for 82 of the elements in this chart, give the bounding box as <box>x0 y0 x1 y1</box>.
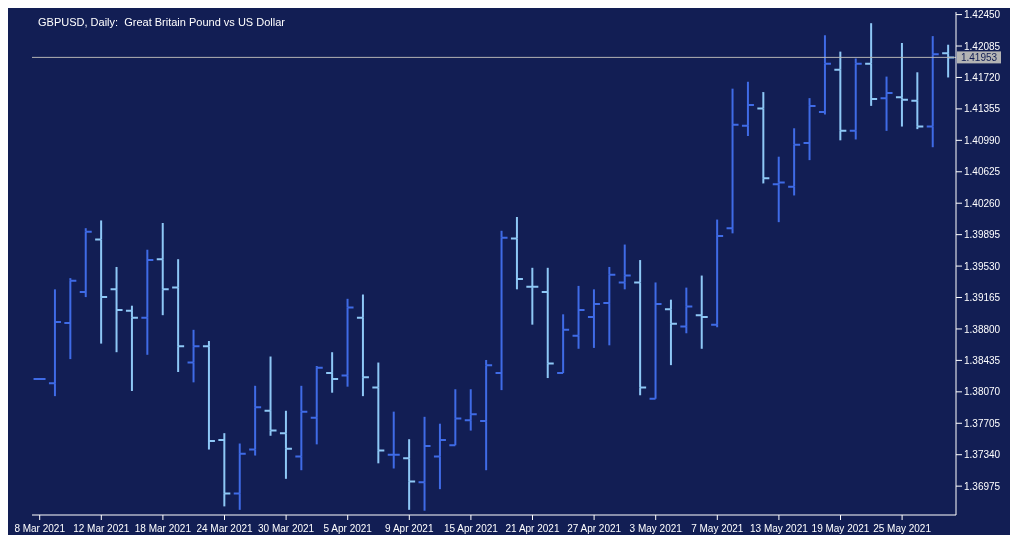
candlestick <box>649 281 662 400</box>
candlestick <box>79 227 92 299</box>
candlestick <box>480 358 493 472</box>
x-tick-label: 30 Mar 2021 <box>258 523 315 534</box>
candlestick <box>110 265 123 354</box>
y-tick-label: 1.38435 <box>964 354 1001 366</box>
candlestick <box>603 265 616 347</box>
candlestick <box>372 361 385 465</box>
x-tick-label: 13 May 2021 <box>749 523 809 534</box>
candlestick <box>172 258 185 374</box>
candlestick <box>865 22 878 107</box>
x-tick-label: 18 Mar 2021 <box>134 523 192 534</box>
y-tick-label: 1.36975 <box>964 480 1001 492</box>
x-tick-label: 27 Apr 2021 <box>567 523 622 534</box>
y-tick-label: 1.38800 <box>964 323 1001 335</box>
x-tick-label: 12 Mar 2021 <box>73 523 130 534</box>
y-tick-label: 1.40625 <box>964 166 1001 178</box>
x-tick-label: 24 Mar 2021 <box>196 523 254 534</box>
candlestick <box>356 293 369 398</box>
x-tick-label: 19 May 2021 <box>811 523 870 534</box>
candlestick <box>33 377 46 380</box>
candlestick <box>788 127 801 197</box>
candlestick <box>264 355 277 437</box>
candlestick <box>48 288 61 398</box>
candlestick <box>141 248 154 356</box>
ref-line-label: 1.41953 <box>960 52 998 64</box>
chart-title: GBPUSD, Daily: Great Britain Pound vs US Dollar <box>38 16 285 28</box>
candlestick <box>757 91 770 185</box>
y-tick-label: 1.41720 <box>964 72 1001 84</box>
candlestick <box>541 266 554 380</box>
x-tick-label: 9 Apr 2021 <box>385 523 434 534</box>
candlestick <box>187 328 200 384</box>
candlestick <box>449 388 462 447</box>
candlestick <box>803 97 816 162</box>
x-tick-label: 25 May 2021 <box>873 523 932 534</box>
candlestick <box>418 415 431 512</box>
candlestick <box>249 384 262 457</box>
candlestick <box>926 35 939 149</box>
y-tick-label: 1.39165 <box>964 292 1001 304</box>
candlestick <box>464 388 477 432</box>
y-tick-label: 1.41355 <box>964 103 1001 115</box>
candlestick <box>310 364 323 446</box>
candlestick <box>495 229 508 392</box>
candlestick <box>695 274 708 350</box>
candlestick <box>849 57 862 141</box>
y-tick-label: 1.39530 <box>964 260 1001 272</box>
candlestick <box>279 409 292 480</box>
candlestick <box>95 219 108 345</box>
candlestick <box>233 442 246 511</box>
candlestick <box>880 75 893 132</box>
candlestick <box>726 87 739 235</box>
x-tick-label: 8 Mar 2021 <box>14 523 66 534</box>
candlestick <box>326 351 339 394</box>
candlestick <box>403 438 416 511</box>
candlestick <box>587 288 600 349</box>
y-tick-label: 1.40260 <box>964 197 1001 209</box>
y-tick-label: 1.39895 <box>964 229 1001 241</box>
y-tick-label: 1.40990 <box>964 134 1001 146</box>
candlestick <box>295 384 308 472</box>
y-tick-label: 1.42450 <box>964 9 1001 21</box>
candlestick <box>834 50 847 142</box>
y-tick-label: 1.37705 <box>964 417 1001 429</box>
y-tick-label: 1.42085 <box>964 40 1001 52</box>
candlestick <box>433 422 446 491</box>
candlestick <box>557 313 570 374</box>
candlestick <box>218 432 231 508</box>
y-tick-label: 1.37340 <box>964 449 1001 461</box>
x-tick-label: 5 Apr 2021 <box>323 523 373 534</box>
x-tick-label: 3 May 2021 <box>629 523 683 534</box>
candlestick <box>510 215 523 291</box>
candlestick <box>202 340 215 451</box>
candlestick <box>156 222 169 317</box>
candlestick <box>125 304 138 392</box>
candlestick <box>680 286 693 335</box>
y-tick-label: 1.38070 <box>964 386 1001 398</box>
x-tick-label: 15 Apr 2021 <box>443 523 499 534</box>
candlestick <box>572 284 585 350</box>
x-tick-label: 21 Apr 2021 <box>505 523 560 534</box>
candlestick <box>895 42 908 128</box>
x-tick-label: 7 May 2021 <box>691 523 744 534</box>
candlestick <box>741 80 754 138</box>
candlestick <box>64 277 77 361</box>
